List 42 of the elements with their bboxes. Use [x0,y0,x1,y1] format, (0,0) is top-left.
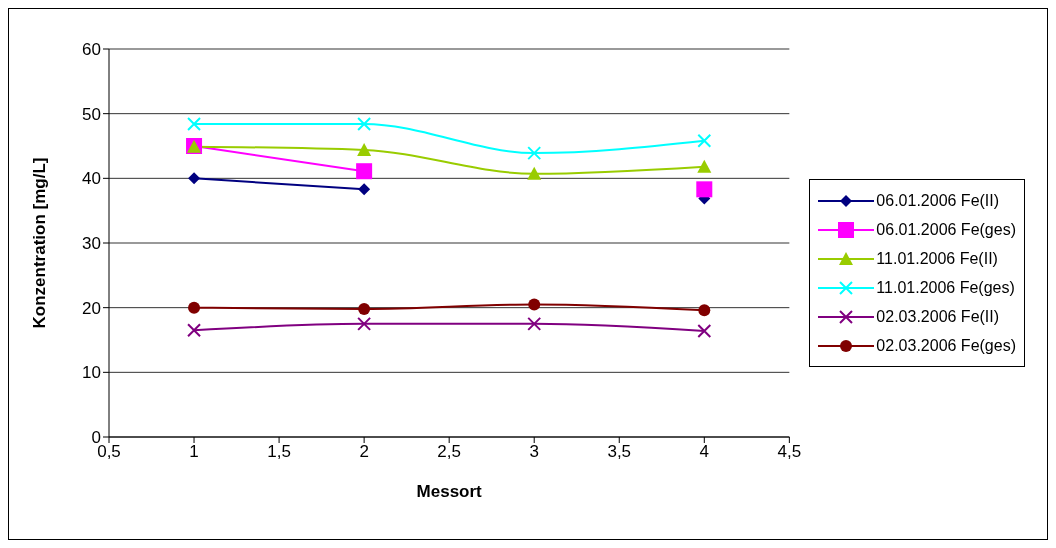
legend-label: 06.01.2006 Fe(II) [876,191,1000,210]
x-axis-title: Messort [416,482,483,501]
y-tick-label: 50 [82,104,101,124]
x-tick-label: 1,5 [267,442,291,462]
x-tick-label: 1 [189,442,199,462]
point [696,181,713,198]
x-tick-label: 3,5 [607,442,632,462]
point [357,142,372,156]
point [528,298,541,311]
legend-label: 06.01.2006 Fe(ges) [876,220,1016,239]
point [356,163,373,180]
point [187,117,202,132]
y-tick-label: 40 [82,169,101,189]
legend-label: 11.01.2006 Fe(II) [876,249,998,268]
x-tick-label: 0,5 [97,442,121,462]
y-tick-label: 10 [82,363,101,383]
legend-label: 02.03.2006 Fe(II) [876,307,1000,326]
point [358,183,371,196]
point [188,301,201,314]
point [697,133,712,148]
point [527,146,542,161]
point [527,166,542,180]
y-tick-label: 60 [82,40,101,59]
point [697,159,712,173]
point [357,316,372,331]
y-tick-label: 20 [82,298,101,318]
point [527,316,542,331]
y-tick-label: 30 [82,234,101,253]
x-tick-label: 2 [359,442,369,462]
legend-label: 11.01.2006 Fe(ges) [876,278,1015,297]
x-tick-label: 4 [699,442,710,462]
x-tick-label: 2,5 [437,442,461,462]
y-axis-title: Konzentration [mg/L] [30,157,50,329]
x-tick-label: 3 [529,442,539,462]
legend-label: 02.03.2006 Fe(ges) [876,336,1016,355]
point [188,172,201,185]
point [358,302,371,315]
point [187,323,202,338]
point [698,304,711,317]
point [357,117,372,132]
point [697,323,712,338]
x-tick-label: 4,5 [777,442,802,462]
